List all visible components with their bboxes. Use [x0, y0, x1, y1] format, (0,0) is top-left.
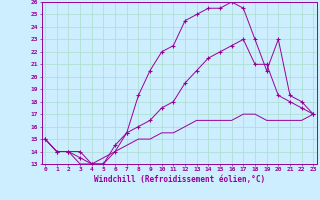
X-axis label: Windchill (Refroidissement éolien,°C): Windchill (Refroidissement éolien,°C): [94, 175, 265, 184]
